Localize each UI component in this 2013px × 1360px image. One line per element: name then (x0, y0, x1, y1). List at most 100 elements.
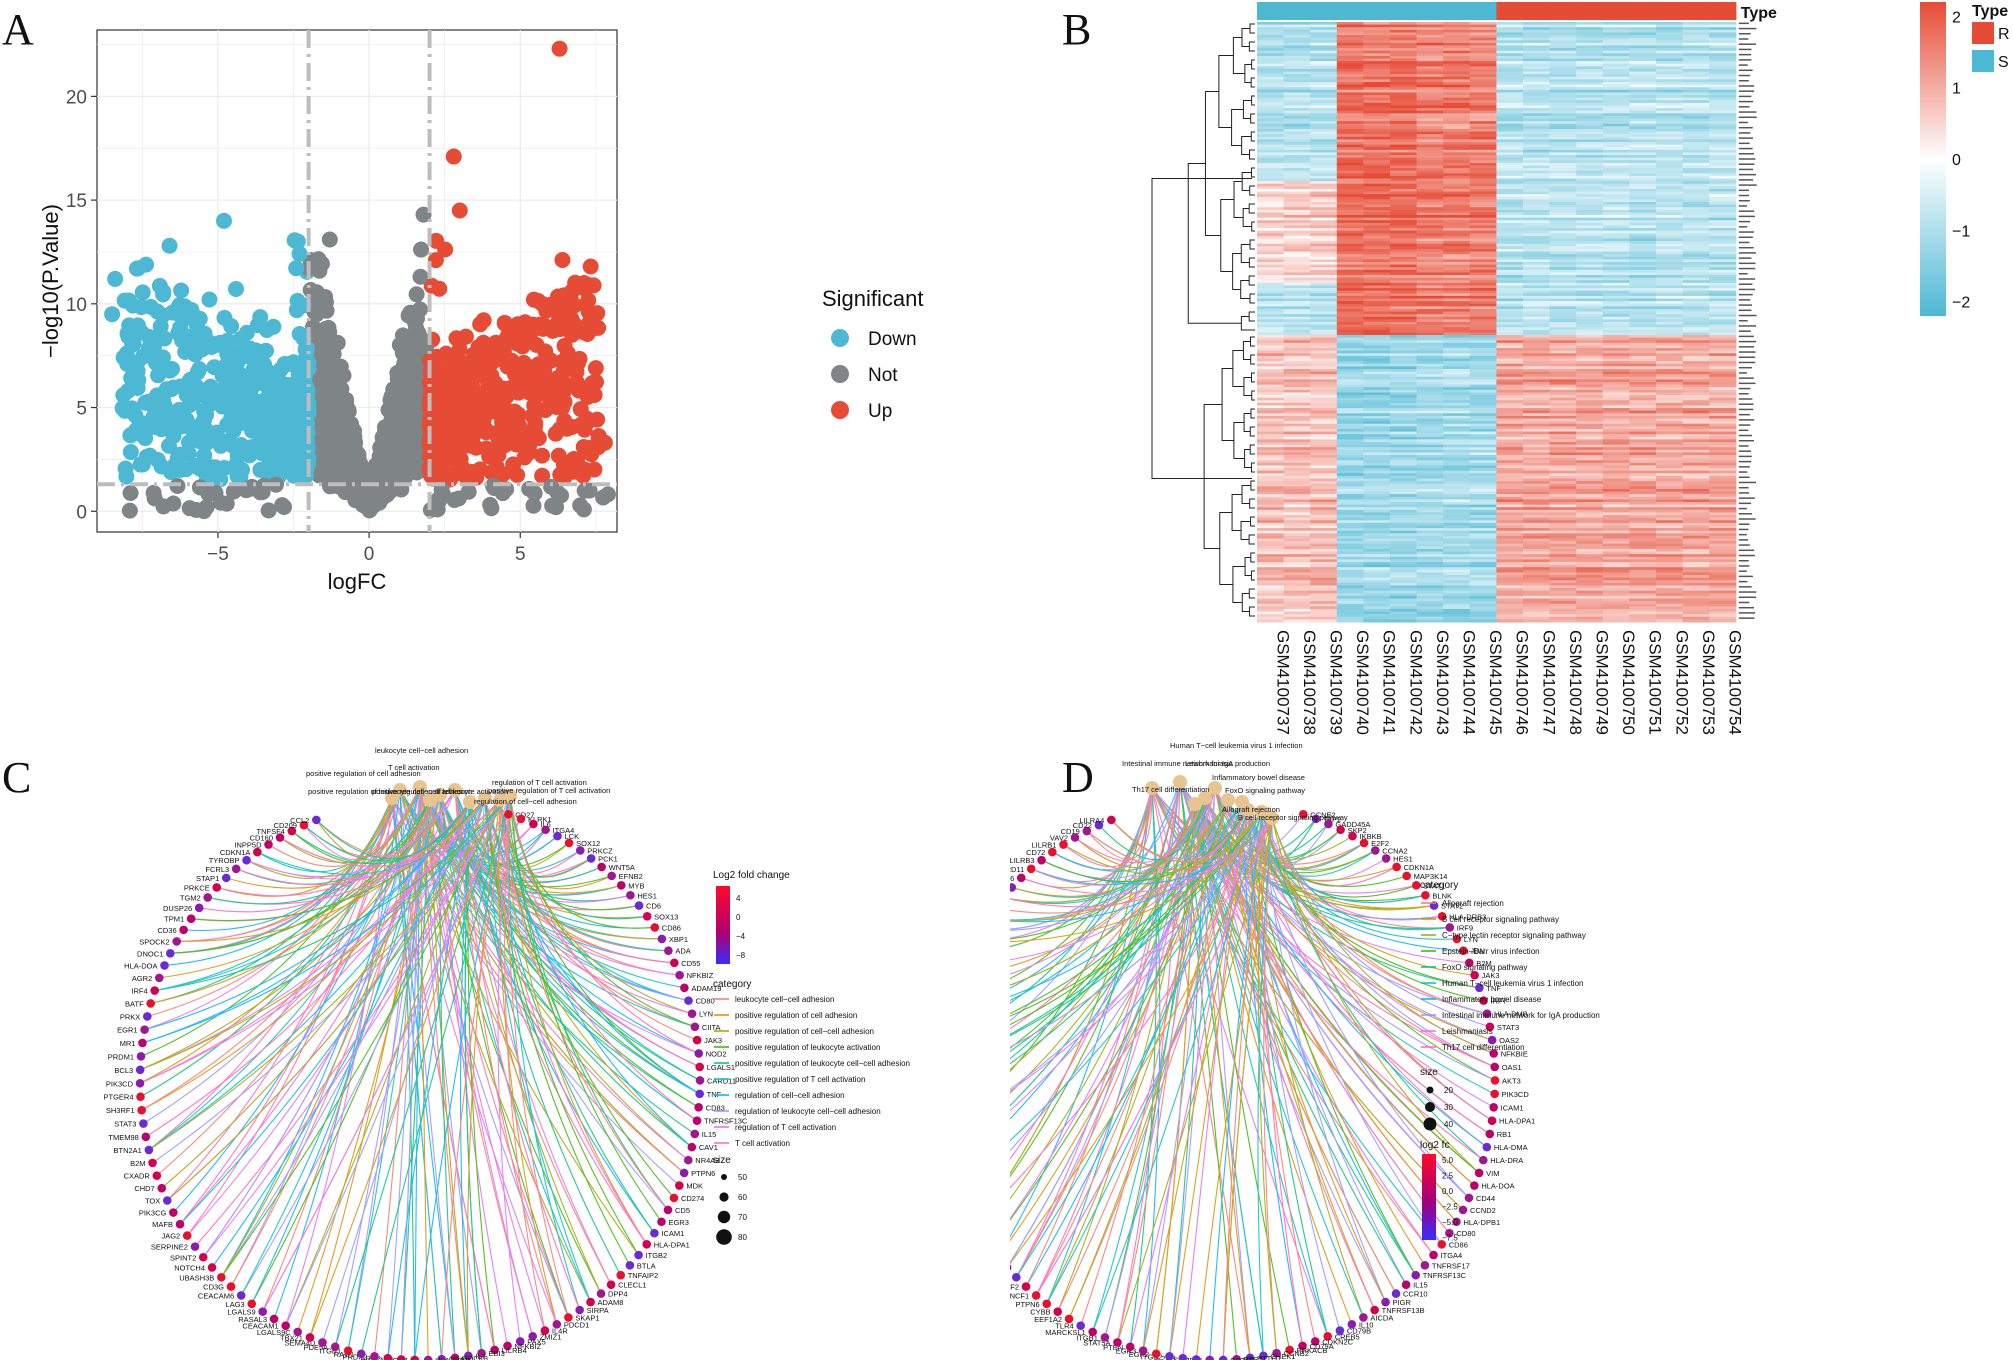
heatmap-cell (1656, 288, 1684, 292)
heatmap-cell (1496, 342, 1524, 346)
heatmap-cell (1390, 329, 1418, 333)
heatmap-cell (1682, 45, 1710, 49)
heatmap-cell (1390, 324, 1418, 328)
heatmap-cell (1709, 40, 1737, 44)
heatmap-cell (1443, 157, 1471, 161)
heatmap-cell (1310, 319, 1338, 323)
volcano-point (388, 446, 405, 463)
heatmap-cell (1390, 337, 1418, 341)
heatmap-cell (1549, 329, 1577, 333)
heatmap-cell (1656, 102, 1684, 106)
heatmap-cell (1363, 332, 1391, 336)
heatmap-cell (1443, 147, 1471, 151)
heatmap-cell (1709, 121, 1737, 125)
heatmap-cell (1523, 217, 1551, 221)
heatmap-cell (1257, 212, 1285, 216)
heatmap-cell (1416, 37, 1444, 41)
heatmap-cell (1496, 131, 1524, 135)
heatmap-cell (1602, 248, 1630, 253)
heatmap-cell (1709, 306, 1737, 310)
heatmap-cell (1576, 238, 1604, 242)
heatmap-cell (1443, 126, 1471, 130)
heatmap-cell (1523, 233, 1551, 237)
heatmap-cell (1602, 345, 1630, 349)
heatmap-cell (1390, 82, 1418, 86)
heatmap-cell (1523, 45, 1551, 49)
heatmap-cell (1443, 288, 1471, 292)
heatmap-cell (1310, 243, 1338, 247)
volcano-point (320, 319, 337, 336)
heatmap-cell (1310, 280, 1338, 284)
heatmap-cell (1283, 340, 1311, 344)
heatmap-cell (1523, 251, 1551, 255)
heatmap-cell (1443, 204, 1471, 208)
heatmap-cell (1496, 128, 1524, 133)
volcano-point (104, 306, 121, 323)
heatmap-cell (1656, 238, 1684, 242)
heatmap-cell (1629, 342, 1657, 346)
heatmap-cell (1496, 74, 1524, 78)
heatmap-cell (1443, 29, 1471, 33)
heatmap-cell (1549, 337, 1577, 341)
heatmap-cell (1416, 97, 1444, 101)
heatmap-cell (1602, 121, 1630, 125)
heatmap-cell (1443, 84, 1471, 88)
heatmap-cell (1602, 308, 1630, 313)
heatmap-cell (1363, 175, 1391, 180)
heatmap-cell (1602, 264, 1630, 268)
heatmap-cell (1656, 254, 1684, 258)
heatmap-cell (1283, 306, 1311, 310)
heatmap-cell (1496, 267, 1524, 271)
heatmap-cell (1709, 134, 1737, 138)
heatmap-cell (1496, 102, 1524, 106)
heatmap-cell (1576, 293, 1604, 297)
heatmap-cell (1390, 241, 1418, 245)
heatmap-cell (1496, 293, 1524, 297)
heatmap-cell (1523, 35, 1551, 39)
heatmap-cell (1523, 275, 1551, 279)
heatmap-cell (1602, 79, 1630, 83)
heatmap-cell (1416, 248, 1444, 253)
heatmap-cell (1602, 217, 1630, 221)
legend-key-not (831, 365, 849, 383)
heatmap-cell (1257, 173, 1285, 177)
heatmap-cell (1602, 256, 1630, 260)
heatmap-cell (1682, 350, 1710, 354)
heatmap-cell (1602, 235, 1630, 240)
heatmap-cell (1257, 238, 1285, 242)
heatmap-cell (1283, 121, 1311, 125)
heatmap-cell (1443, 24, 1471, 28)
heatmap-cell (1523, 74, 1551, 78)
heatmap-cell (1656, 108, 1684, 112)
heatmap-cell (1416, 71, 1444, 75)
heatmap-cell (1629, 160, 1657, 164)
heatmap-cell (1283, 178, 1311, 182)
heatmap-cell (1336, 207, 1364, 211)
heatmap-cell (1257, 68, 1285, 73)
heatmap-cell (1656, 215, 1684, 219)
heatmap-cell (1629, 71, 1657, 75)
heatmap-cell (1336, 92, 1364, 96)
heatmap-cell (1656, 160, 1684, 164)
heatmap-cell (1602, 157, 1630, 161)
heatmap-cell (1390, 71, 1418, 75)
heatmap-cell (1602, 332, 1630, 336)
heatmap-cell (1682, 303, 1710, 307)
heatmap-cell (1629, 50, 1657, 54)
heatmap-cell (1390, 113, 1418, 117)
heatmap-cell (1549, 235, 1577, 240)
heatmap-cell (1682, 329, 1710, 333)
heatmap-cell (1469, 118, 1497, 122)
heatmap-cell (1629, 155, 1657, 159)
heatmap-cell (1709, 191, 1737, 195)
heatmap-cell (1656, 269, 1684, 273)
heatmap-cell (1469, 126, 1497, 130)
heatmap-cell (1363, 181, 1391, 185)
heatmap-cell (1257, 102, 1285, 106)
heatmap-cell (1682, 29, 1710, 33)
heatmap-cell (1549, 155, 1577, 159)
heatmap-cell (1443, 340, 1471, 344)
volcano-point (548, 483, 565, 500)
heatmap-cell (1363, 95, 1391, 99)
heatmap-cell (1257, 84, 1285, 88)
